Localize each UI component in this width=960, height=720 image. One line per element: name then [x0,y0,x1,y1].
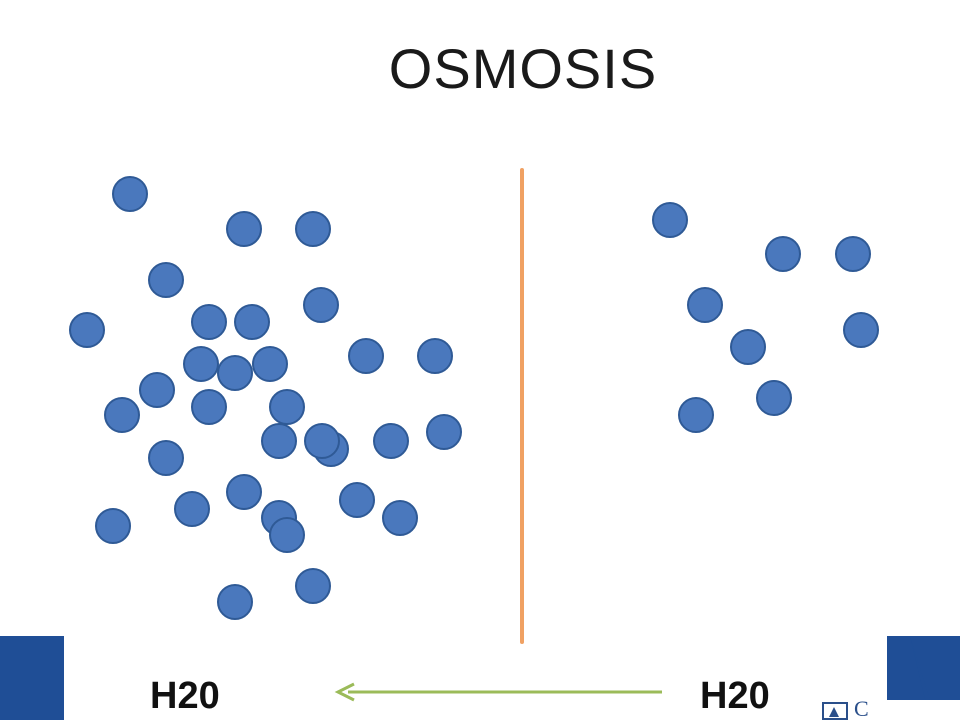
water-label-right: H20 [700,675,770,717]
right-particle [835,236,871,272]
right-particle [765,236,801,272]
left-particle [148,440,184,476]
logo-area [887,700,960,720]
arrow-head [334,682,355,702]
water-label-left: H20 [150,675,220,717]
left-particle [339,482,375,518]
left-particle [148,262,184,298]
logo-emblem-icon [822,702,848,720]
left-particle [269,389,305,425]
left-particle [217,584,253,620]
left-particle [304,423,340,459]
slide-title: OSMOSIS [388,37,658,100]
right-particle [687,287,723,323]
left-particle [191,389,227,425]
logo-text: C [854,696,869,720]
left-particle [269,517,305,553]
left-particle [174,491,210,527]
left-particle [191,304,227,340]
institution-logo: C [822,696,960,720]
left-particle [104,397,140,433]
left-particle [382,500,418,536]
band-inset [64,636,887,720]
right-particle [652,202,688,238]
left-particle [69,312,105,348]
water-flow-arrow [334,682,662,702]
left-particle [303,287,339,323]
right-particle [843,312,879,348]
left-particle [252,346,288,382]
left-solute-particles [69,176,462,620]
left-particle [226,474,262,510]
band-wedge [887,636,928,712]
right-particle [730,329,766,365]
left-particle [226,211,262,247]
left-particle [95,508,131,544]
left-particle [112,176,148,212]
left-particle [426,414,462,450]
left-particle [139,372,175,408]
right-particle [678,397,714,433]
left-particle [417,338,453,374]
left-particle [295,568,331,604]
right-solute-particles [652,202,879,433]
left-particle [348,338,384,374]
left-particle [295,211,331,247]
band-corner [910,636,960,720]
left-particle [183,346,219,382]
left-particle [217,355,253,391]
bottom-band [0,636,960,720]
left-particle [373,423,409,459]
right-particle [756,380,792,416]
left-particle [261,423,297,459]
left-particle [234,304,270,340]
